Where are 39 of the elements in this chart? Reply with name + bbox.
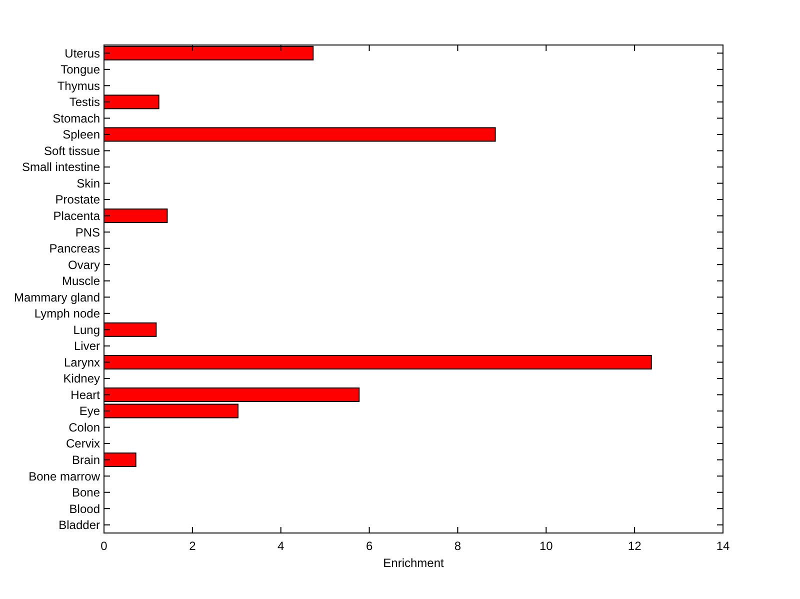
y-tick-label: Lung <box>73 322 100 337</box>
x-tick-label: 6 <box>366 539 373 553</box>
y-tick-label: Lymph node <box>34 306 100 321</box>
x-tick-label: 12 <box>628 539 642 553</box>
x-tick-label: 10 <box>539 539 554 553</box>
y-tick-label: Bladder <box>58 518 100 532</box>
y-tick-label: Ovary <box>68 258 100 272</box>
y-tick-label: Thymus <box>57 78 100 93</box>
y-tick-label: Tongue <box>60 62 100 77</box>
y-tick-label: Brain <box>72 453 100 467</box>
y-tick-label: Spleen <box>62 128 100 142</box>
y-tick-label: Blood <box>69 502 100 516</box>
y-tick-label: Kidney <box>63 372 100 386</box>
y-tick-label: Bone marrow <box>28 469 100 484</box>
y-tick-label: Skin <box>76 176 100 190</box>
y-tick-label: Testis <box>69 95 100 110</box>
x-tick-label: 4 <box>278 539 285 553</box>
y-tick-label: Stomach <box>52 111 100 126</box>
x-tick-label: 14 <box>716 539 730 553</box>
y-tick-label: PNS <box>75 225 100 240</box>
y-tick-label: Mammary gland <box>14 290 100 304</box>
x-tick-label: 8 <box>454 539 462 553</box>
y-tick-label: Pancreas <box>49 242 100 256</box>
y-tick-label: Soft tissue <box>44 144 100 158</box>
y-tick-label: Muscle <box>62 274 100 288</box>
y-tick-label: Colon <box>68 420 100 434</box>
y-tick-label: Bone <box>72 486 100 500</box>
y-tick-label: Larynx <box>64 355 100 370</box>
y-tick-label: Placenta <box>53 209 100 223</box>
y-tick-label: Eye <box>79 404 100 418</box>
y-tick-label: Heart <box>70 388 101 402</box>
x-tick-label: 0 <box>100 539 108 553</box>
x-tick-label: 2 <box>189 539 196 553</box>
y-tick-label: Uterus <box>64 46 100 60</box>
y-tick-label: Small intestine <box>22 160 100 174</box>
y-tick-label: Liver <box>74 339 100 354</box>
x-axis-title: Enrichment <box>383 556 445 570</box>
y-tick-label: Prostate <box>55 192 100 207</box>
y-tick-label: Cervix <box>66 436 100 451</box>
